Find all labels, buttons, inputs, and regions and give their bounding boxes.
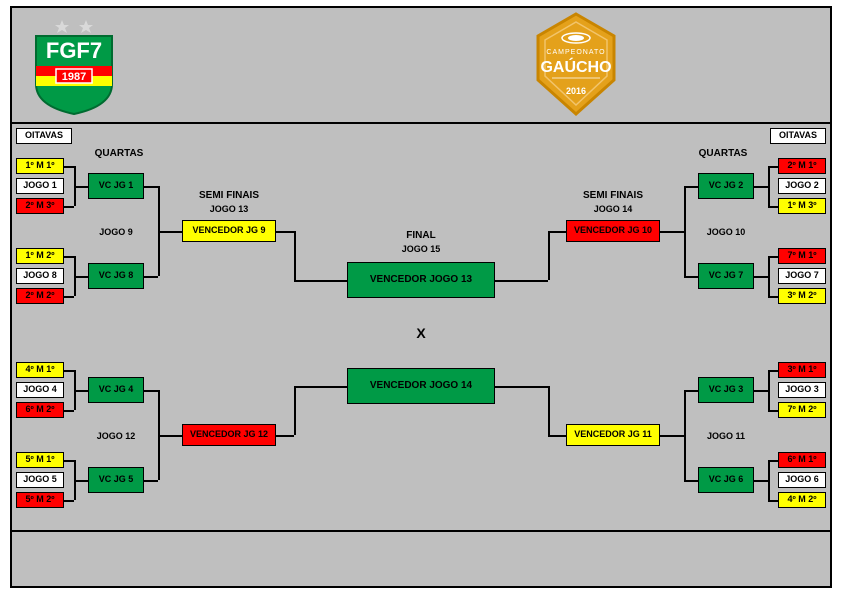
sf-left-bot: VENCEDOR JG 12 xyxy=(182,424,276,446)
qf-left-game-12: JOGO 12 xyxy=(86,431,146,441)
seed-left-3-bot: 5º M 2º xyxy=(16,492,64,508)
title-oitavas-left: OITAVAS xyxy=(16,128,72,144)
title-semi-right: SEMI FINAIS xyxy=(560,190,666,201)
semi-right-game: JOGO 14 xyxy=(560,204,666,214)
qf-right-game-11: JOGO 11 xyxy=(696,431,756,441)
qf-right-game-10: JOGO 10 xyxy=(696,227,756,237)
title-quartas-left: QUARTAS xyxy=(84,148,154,159)
bracket-arena: OITAVAS OITAVAS QUARTAS QUARTAS 1º M 1º JOGO … xyxy=(12,8,830,586)
seed-left-0-bot: 2º M 3º xyxy=(16,198,64,214)
title-quartas-right: QUARTAS xyxy=(688,148,758,159)
game-right-0: JOGO 2 xyxy=(778,178,826,194)
title-oitavas-right: OITAVAS xyxy=(770,128,826,144)
qf-right-1: VC JG 7 xyxy=(698,263,754,289)
qf-left-3: VC JG 5 xyxy=(88,467,144,493)
qf-left-game-9: JOGO 9 xyxy=(86,227,146,237)
qf-right-3: VC JG 6 xyxy=(698,467,754,493)
seed-left-1-top: 1º M 2º xyxy=(16,248,64,264)
game-left-0: JOGO 1 xyxy=(16,178,64,194)
qf-left-0: VC JG 1 xyxy=(88,173,144,199)
title-final: FINAL xyxy=(347,230,495,241)
final-top: VENCEDOR JOGO 13 xyxy=(347,262,495,298)
sf-right-bot: VENCEDOR JG 11 xyxy=(566,424,660,446)
seed-right-3-bot: 4º M 2º xyxy=(778,492,826,508)
game-left-3: JOGO 5 xyxy=(16,472,64,488)
footer xyxy=(12,530,830,586)
seed-left-1-bot: 2º M 2º xyxy=(16,288,64,304)
game-left-1: JOGO 8 xyxy=(16,268,64,284)
game-right-1: JOGO 7 xyxy=(778,268,826,284)
qf-left-1: VC JG 8 xyxy=(88,263,144,289)
seed-right-2-top: 3º M 1º xyxy=(778,362,826,378)
final-game: JOGO 15 xyxy=(347,244,495,254)
seed-left-0-top: 1º M 1º xyxy=(16,158,64,174)
qf-left-2: VC JG 4 xyxy=(88,377,144,403)
game-right-3: JOGO 6 xyxy=(778,472,826,488)
game-right-2: JOGO 3 xyxy=(778,382,826,398)
seed-right-1-bot: 3º M 2º xyxy=(778,288,826,304)
seed-left-3-top: 5º M 1º xyxy=(16,452,64,468)
final-vs: X xyxy=(347,325,495,341)
game-left-2: JOGO 4 xyxy=(16,382,64,398)
seed-right-2-bot: 7º M 2º xyxy=(778,402,826,418)
sf-right-top: VENCEDOR JG 10 xyxy=(566,220,660,242)
qf-right-0: VC JG 2 xyxy=(698,173,754,199)
title-semi-left: SEMI FINAIS xyxy=(176,190,282,201)
qf-right-2: VC JG 3 xyxy=(698,377,754,403)
semi-left-game: JOGO 13 xyxy=(176,204,282,214)
bracket-container: FGF7 1987 CAMPEONATO GAÚCHO 2016 xyxy=(10,6,832,588)
seed-right-0-top: 2º M 1º xyxy=(778,158,826,174)
seed-right-1-top: 7º M 1º xyxy=(778,248,826,264)
seed-left-2-bot: 6º M 2º xyxy=(16,402,64,418)
seed-right-3-top: 6º M 1º xyxy=(778,452,826,468)
final-bot: VENCEDOR JOGO 14 xyxy=(347,368,495,404)
seed-right-0-bot: 1º M 3º xyxy=(778,198,826,214)
sf-left-top: VENCEDOR JG 9 xyxy=(182,220,276,242)
seed-left-2-top: 4º M 1º xyxy=(16,362,64,378)
